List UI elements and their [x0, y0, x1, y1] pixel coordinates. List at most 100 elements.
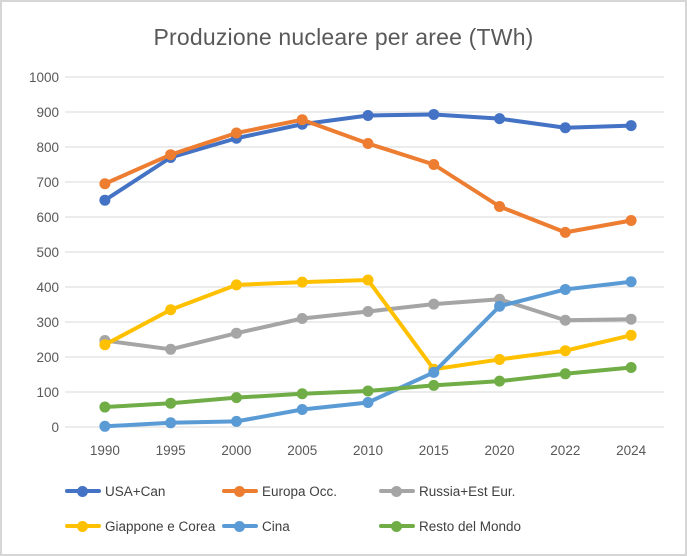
x-axis-tick-label: 2015 — [419, 443, 449, 458]
legend-item-resto-del-mondo: Resto del Mondo — [379, 517, 521, 535]
data-point-resto-del-mondo-2010 — [362, 385, 374, 397]
legend-item-europa-occ: Europa Occ. — [222, 482, 337, 500]
y-axis-tick-label: 800 — [36, 140, 59, 155]
x-axis-tick-label: 1995 — [156, 443, 186, 458]
x-axis-tick-label: 2024 — [616, 443, 647, 458]
legend-marker-russia-est-eur — [379, 485, 415, 497]
data-point-resto-del-mondo-2024 — [625, 362, 637, 373]
data-point-europa-occ-1995 — [165, 149, 177, 161]
chart-title: Produzione nucleare per aree (TWh) — [153, 24, 534, 50]
x-axis-tick-label: 2005 — [287, 443, 317, 458]
x-axis-tick-label: 2010 — [353, 443, 383, 458]
legend-line-icon — [65, 524, 101, 528]
legend-line-icon — [379, 489, 415, 493]
legend-line-icon — [222, 489, 258, 493]
data-point-russia-est-eur-2005 — [296, 313, 308, 324]
y-axis-tick-label: 500 — [36, 245, 59, 260]
data-point-europa-occ-2015 — [428, 159, 440, 170]
data-point-cina-2024 — [625, 276, 637, 288]
legend-marker-usa-can — [65, 485, 101, 497]
data-point-usa-can-2022 — [559, 122, 571, 134]
data-point-resto-del-mondo-2020 — [494, 375, 506, 387]
data-point-europa-occ-2024 — [625, 215, 637, 226]
plot-area: 0 100 200 300 400 500 600 700 800 900 1000 1990 1995… — [29, 70, 664, 458]
data-point-europa-occ-2022 — [559, 226, 571, 238]
series-line-europa-occ — [102, 117, 634, 235]
data-point-cina-2000 — [230, 415, 242, 427]
data-point-russia-est-eur-2024 — [625, 313, 637, 325]
legend-label: USA+Can — [105, 483, 166, 499]
legend-label: Resto del Mondo — [419, 518, 522, 534]
x-axis-tick-label: 2022 — [550, 443, 580, 458]
legend-dot-icon — [77, 485, 88, 497]
x-axis-tick-label: 2000 — [221, 443, 251, 458]
data-point-europa-occ-1990 — [99, 178, 111, 190]
legend-dot-icon — [391, 520, 402, 532]
data-point-russia-est-eur-2010 — [362, 306, 374, 317]
data-point-cina-2005 — [296, 404, 308, 415]
data-point-cina-2010 — [362, 397, 374, 408]
y-axis-tick-label: 700 — [36, 175, 59, 190]
data-point-russia-est-eur-2022 — [559, 314, 571, 326]
data-point-europa-occ-2005 — [296, 114, 308, 126]
y-axis-tick-label: 1000 — [29, 70, 59, 85]
legend-marker-resto-del-mondo — [379, 520, 415, 532]
data-point-usa-can-2024 — [625, 120, 637, 132]
data-point-resto-del-mondo-2015 — [428, 379, 440, 391]
data-point-cina-2020 — [494, 300, 506, 312]
x-axis-tick-label: 1990 — [90, 443, 120, 458]
y-axis-tick-label: 100 — [36, 385, 59, 400]
x-axis-tick-label: 2020 — [485, 443, 515, 458]
data-point-usa-can-2015 — [428, 108, 440, 120]
data-point-resto-del-mondo-1990 — [99, 401, 111, 413]
legend-label: Europa Occ. — [262, 483, 338, 499]
legend-dot-icon — [234, 485, 245, 497]
data-point-resto-del-mondo-2000 — [230, 392, 242, 404]
data-point-cina-1995 — [165, 417, 177, 429]
data-point-giappone-e-corea-2022 — [559, 345, 571, 357]
data-point-europa-occ-2020 — [494, 201, 506, 212]
data-point-russia-est-eur-1995 — [165, 343, 177, 355]
data-point-usa-can-2010 — [362, 110, 374, 121]
data-point-russia-est-eur-2000 — [230, 327, 242, 339]
legend-dot-icon — [234, 520, 245, 532]
data-point-russia-est-eur-2015 — [428, 298, 440, 310]
y-axis-tick-label: 600 — [36, 210, 59, 225]
data-point-giappone-e-corea-2005 — [296, 276, 308, 288]
y-axis-tick-label: 300 — [36, 315, 59, 330]
data-point-giappone-e-corea-2020 — [494, 353, 506, 365]
y-axis-tick-label: 400 — [36, 280, 59, 295]
data-point-giappone-e-corea-1995 — [165, 304, 177, 316]
legend-item-cina: Cina — [222, 517, 290, 535]
data-point-cina-2022 — [559, 283, 571, 295]
data-point-giappone-e-corea-1990 — [99, 339, 111, 351]
data-point-resto-del-mondo-1995 — [165, 397, 177, 409]
data-point-giappone-e-corea-2024 — [625, 329, 637, 341]
legend-line-icon — [379, 524, 415, 528]
legend-item-russia-est-eur: Russia+Est Eur. — [379, 482, 515, 500]
legend-label: Giappone e Corea — [105, 518, 216, 534]
legend-label: Cina — [262, 518, 290, 534]
data-point-giappone-e-corea-2010 — [362, 274, 374, 286]
legend-label: Russia+Est Eur. — [419, 483, 516, 499]
legend-dot-icon — [77, 520, 88, 532]
data-point-cina-2015 — [428, 366, 440, 378]
y-axis-tick-label: 200 — [36, 350, 59, 365]
data-point-cina-1990 — [99, 420, 111, 432]
legend-marker-giappone-e-corea — [65, 520, 101, 532]
legend-item-usa-can: USA+Can — [65, 482, 165, 500]
data-point-europa-occ-2000 — [230, 127, 242, 139]
data-point-usa-can-2020 — [494, 113, 506, 125]
data-point-resto-del-mondo-2005 — [296, 388, 308, 400]
y-axis-tick-label: 900 — [36, 105, 59, 120]
legend-marker-europa-occ — [222, 485, 258, 497]
legend-line-icon — [222, 524, 258, 528]
legend-item-giappone-e-corea: Giappone e Corea — [65, 517, 215, 535]
data-point-usa-can-1990 — [99, 194, 111, 206]
data-point-resto-del-mondo-2022 — [559, 368, 571, 380]
series-line-usa-can — [102, 112, 634, 203]
data-point-giappone-e-corea-2000 — [230, 279, 242, 291]
legend-marker-cina — [222, 520, 258, 532]
legend-dot-icon — [391, 485, 402, 497]
